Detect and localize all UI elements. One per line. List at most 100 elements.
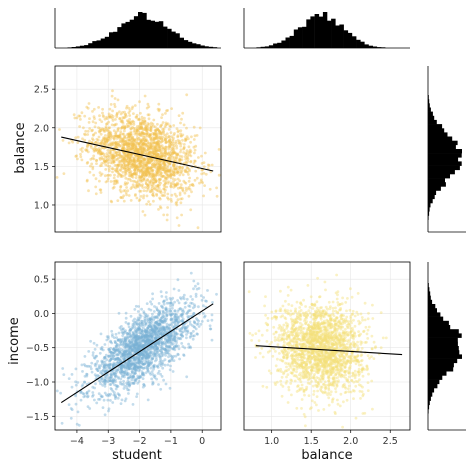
scatter-point bbox=[142, 149, 146, 152]
scatter-point bbox=[99, 142, 103, 145]
scatter-point bbox=[124, 171, 127, 175]
scatter-point bbox=[138, 313, 142, 317]
scatter-point bbox=[112, 354, 115, 358]
scatter-point bbox=[143, 120, 147, 124]
scatter-point bbox=[140, 126, 144, 130]
scatter-point bbox=[148, 147, 152, 151]
scatter-point bbox=[152, 147, 156, 151]
scatter-point bbox=[178, 191, 182, 195]
scatter-point bbox=[95, 354, 98, 358]
scatter-point bbox=[129, 328, 133, 331]
scatter-point bbox=[179, 132, 183, 136]
scatter-point bbox=[100, 152, 104, 156]
scatter-point bbox=[105, 159, 108, 163]
scatter-point bbox=[172, 150, 176, 154]
scatter-point bbox=[144, 151, 148, 154]
scatter-point bbox=[125, 186, 128, 189]
scatter-point bbox=[106, 179, 109, 183]
scatter-point bbox=[187, 186, 191, 189]
scatter-point bbox=[169, 140, 173, 144]
scatter-point bbox=[181, 111, 185, 115]
scatter-point bbox=[148, 145, 152, 149]
scatter-point bbox=[136, 179, 140, 183]
scatter-point bbox=[155, 163, 158, 167]
scatter-point bbox=[180, 134, 183, 138]
scatter-point bbox=[100, 139, 104, 143]
scatter-point bbox=[142, 174, 146, 178]
scatter-point bbox=[139, 121, 142, 125]
scatter-point bbox=[155, 192, 158, 196]
scatter-point bbox=[67, 403, 71, 406]
scatter-point bbox=[151, 382, 155, 385]
scatter-point bbox=[130, 363, 134, 366]
scatter-point bbox=[108, 151, 112, 155]
scatter-point bbox=[61, 139, 65, 142]
scatter-point bbox=[173, 173, 176, 177]
scatter-point bbox=[122, 199, 126, 203]
scatter-point bbox=[134, 115, 138, 119]
scatter-point bbox=[366, 328, 370, 332]
scatter-point bbox=[154, 174, 158, 178]
scatter-point bbox=[197, 156, 200, 159]
scatter-point bbox=[164, 181, 168, 185]
scatter-point bbox=[210, 313, 214, 317]
scatter-point bbox=[81, 370, 84, 373]
scatter-point bbox=[135, 131, 139, 135]
scatter-point bbox=[188, 148, 192, 152]
scatter-point bbox=[98, 179, 101, 183]
scatter-point bbox=[145, 189, 149, 193]
scatter-point bbox=[122, 373, 126, 377]
scatter-point bbox=[110, 156, 114, 160]
scatter-point bbox=[114, 158, 118, 162]
scatter-point bbox=[161, 127, 165, 131]
scatter-point bbox=[139, 331, 143, 335]
histogram-bar bbox=[146, 19, 151, 48]
scatter-point bbox=[153, 323, 156, 327]
scatter-point bbox=[168, 137, 172, 141]
scatter-point bbox=[172, 133, 176, 137]
scatter-point bbox=[162, 133, 166, 136]
scatter-point bbox=[155, 141, 159, 145]
scatter-point bbox=[140, 307, 144, 311]
scatter-point bbox=[147, 354, 151, 358]
scatter-point bbox=[188, 169, 192, 173]
scatter-point bbox=[151, 356, 155, 360]
scatter-point bbox=[147, 147, 151, 151]
scatter-point bbox=[157, 132, 161, 136]
scatter-point bbox=[99, 332, 103, 336]
scatter-point bbox=[111, 186, 115, 190]
scatter-point bbox=[324, 305, 328, 309]
scatter-point bbox=[162, 151, 166, 155]
scatter-point bbox=[281, 385, 285, 388]
scatter-point bbox=[175, 339, 178, 343]
scatter-point bbox=[83, 114, 87, 118]
scatter-point bbox=[146, 187, 150, 191]
scatter-point bbox=[148, 203, 152, 206]
scatter-point bbox=[285, 369, 289, 373]
scatter-point bbox=[143, 128, 146, 132]
scatter-point bbox=[149, 142, 153, 146]
scatter-point bbox=[91, 137, 94, 141]
scatter-point bbox=[119, 402, 123, 405]
scatter-point bbox=[160, 144, 164, 148]
scatter-point bbox=[147, 307, 151, 311]
scatter-point bbox=[111, 109, 114, 113]
scatter-point bbox=[165, 322, 169, 326]
histogram-bar bbox=[356, 39, 361, 48]
scatter-point bbox=[157, 166, 161, 169]
scatter-point bbox=[106, 158, 109, 162]
scatter-point bbox=[157, 342, 160, 346]
scatter-point bbox=[123, 163, 127, 167]
scatter-point bbox=[108, 133, 112, 137]
scatter-point bbox=[140, 115, 144, 119]
scatter-point bbox=[159, 387, 163, 391]
scatter-point bbox=[182, 151, 186, 154]
scatter-point bbox=[173, 315, 177, 318]
scatter-point bbox=[103, 413, 107, 417]
scatter-point bbox=[67, 377, 71, 380]
scatter-point bbox=[121, 116, 125, 119]
scatter-point bbox=[169, 171, 172, 175]
scatter-point bbox=[98, 171, 102, 175]
scatter-point bbox=[131, 165, 135, 169]
scatter-point bbox=[70, 373, 74, 376]
